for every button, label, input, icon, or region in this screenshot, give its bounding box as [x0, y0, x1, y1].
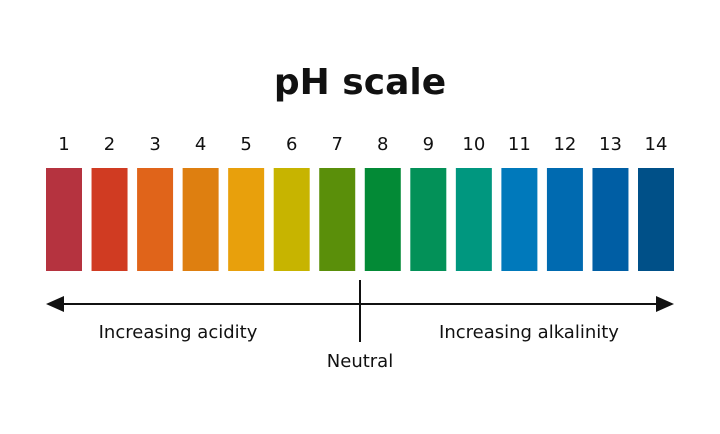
acidity-label: Increasing acidity — [99, 322, 258, 343]
title: pH scale — [274, 62, 446, 103]
ph-number: 9 — [423, 134, 434, 155]
ph-number: 12 — [553, 134, 576, 155]
ph-number: 8 — [377, 134, 388, 155]
ph-number: 4 — [195, 134, 206, 155]
ph-swatch — [91, 168, 128, 271]
ph-swatch — [592, 168, 629, 271]
ph-swatch — [546, 168, 583, 271]
ph-swatch — [319, 168, 356, 271]
ph-swatch — [410, 168, 447, 271]
ph-number: 13 — [599, 134, 622, 155]
ph-number: 10 — [462, 134, 485, 155]
arrow-head-right — [656, 296, 674, 312]
ph-swatch — [228, 168, 265, 271]
neutral-label: Neutral — [327, 351, 393, 372]
arrow-head-left — [46, 296, 64, 312]
ph-swatch — [273, 168, 310, 271]
ph-number: 7 — [332, 134, 343, 155]
ph-number: 5 — [240, 134, 251, 155]
swatch-row: 1 2 3 4 5 6 7 8 9 10 11 12 13 14 — [46, 134, 674, 271]
ph-swatch — [455, 168, 492, 271]
ph-number: 2 — [104, 134, 115, 155]
ph-swatch — [137, 168, 174, 271]
ph-swatch — [638, 168, 674, 271]
alkalinity-label: Increasing alkalinity — [439, 322, 619, 343]
ph-number: 3 — [149, 134, 160, 155]
ph-number: 1 — [58, 134, 69, 155]
ph-swatch — [364, 168, 401, 271]
ph-number: 14 — [645, 134, 668, 155]
ph-number: 11 — [508, 134, 531, 155]
ph-swatch — [46, 168, 82, 271]
ph-swatch — [182, 168, 219, 271]
ph-number: 6 — [286, 134, 297, 155]
ph-swatch — [501, 168, 538, 271]
